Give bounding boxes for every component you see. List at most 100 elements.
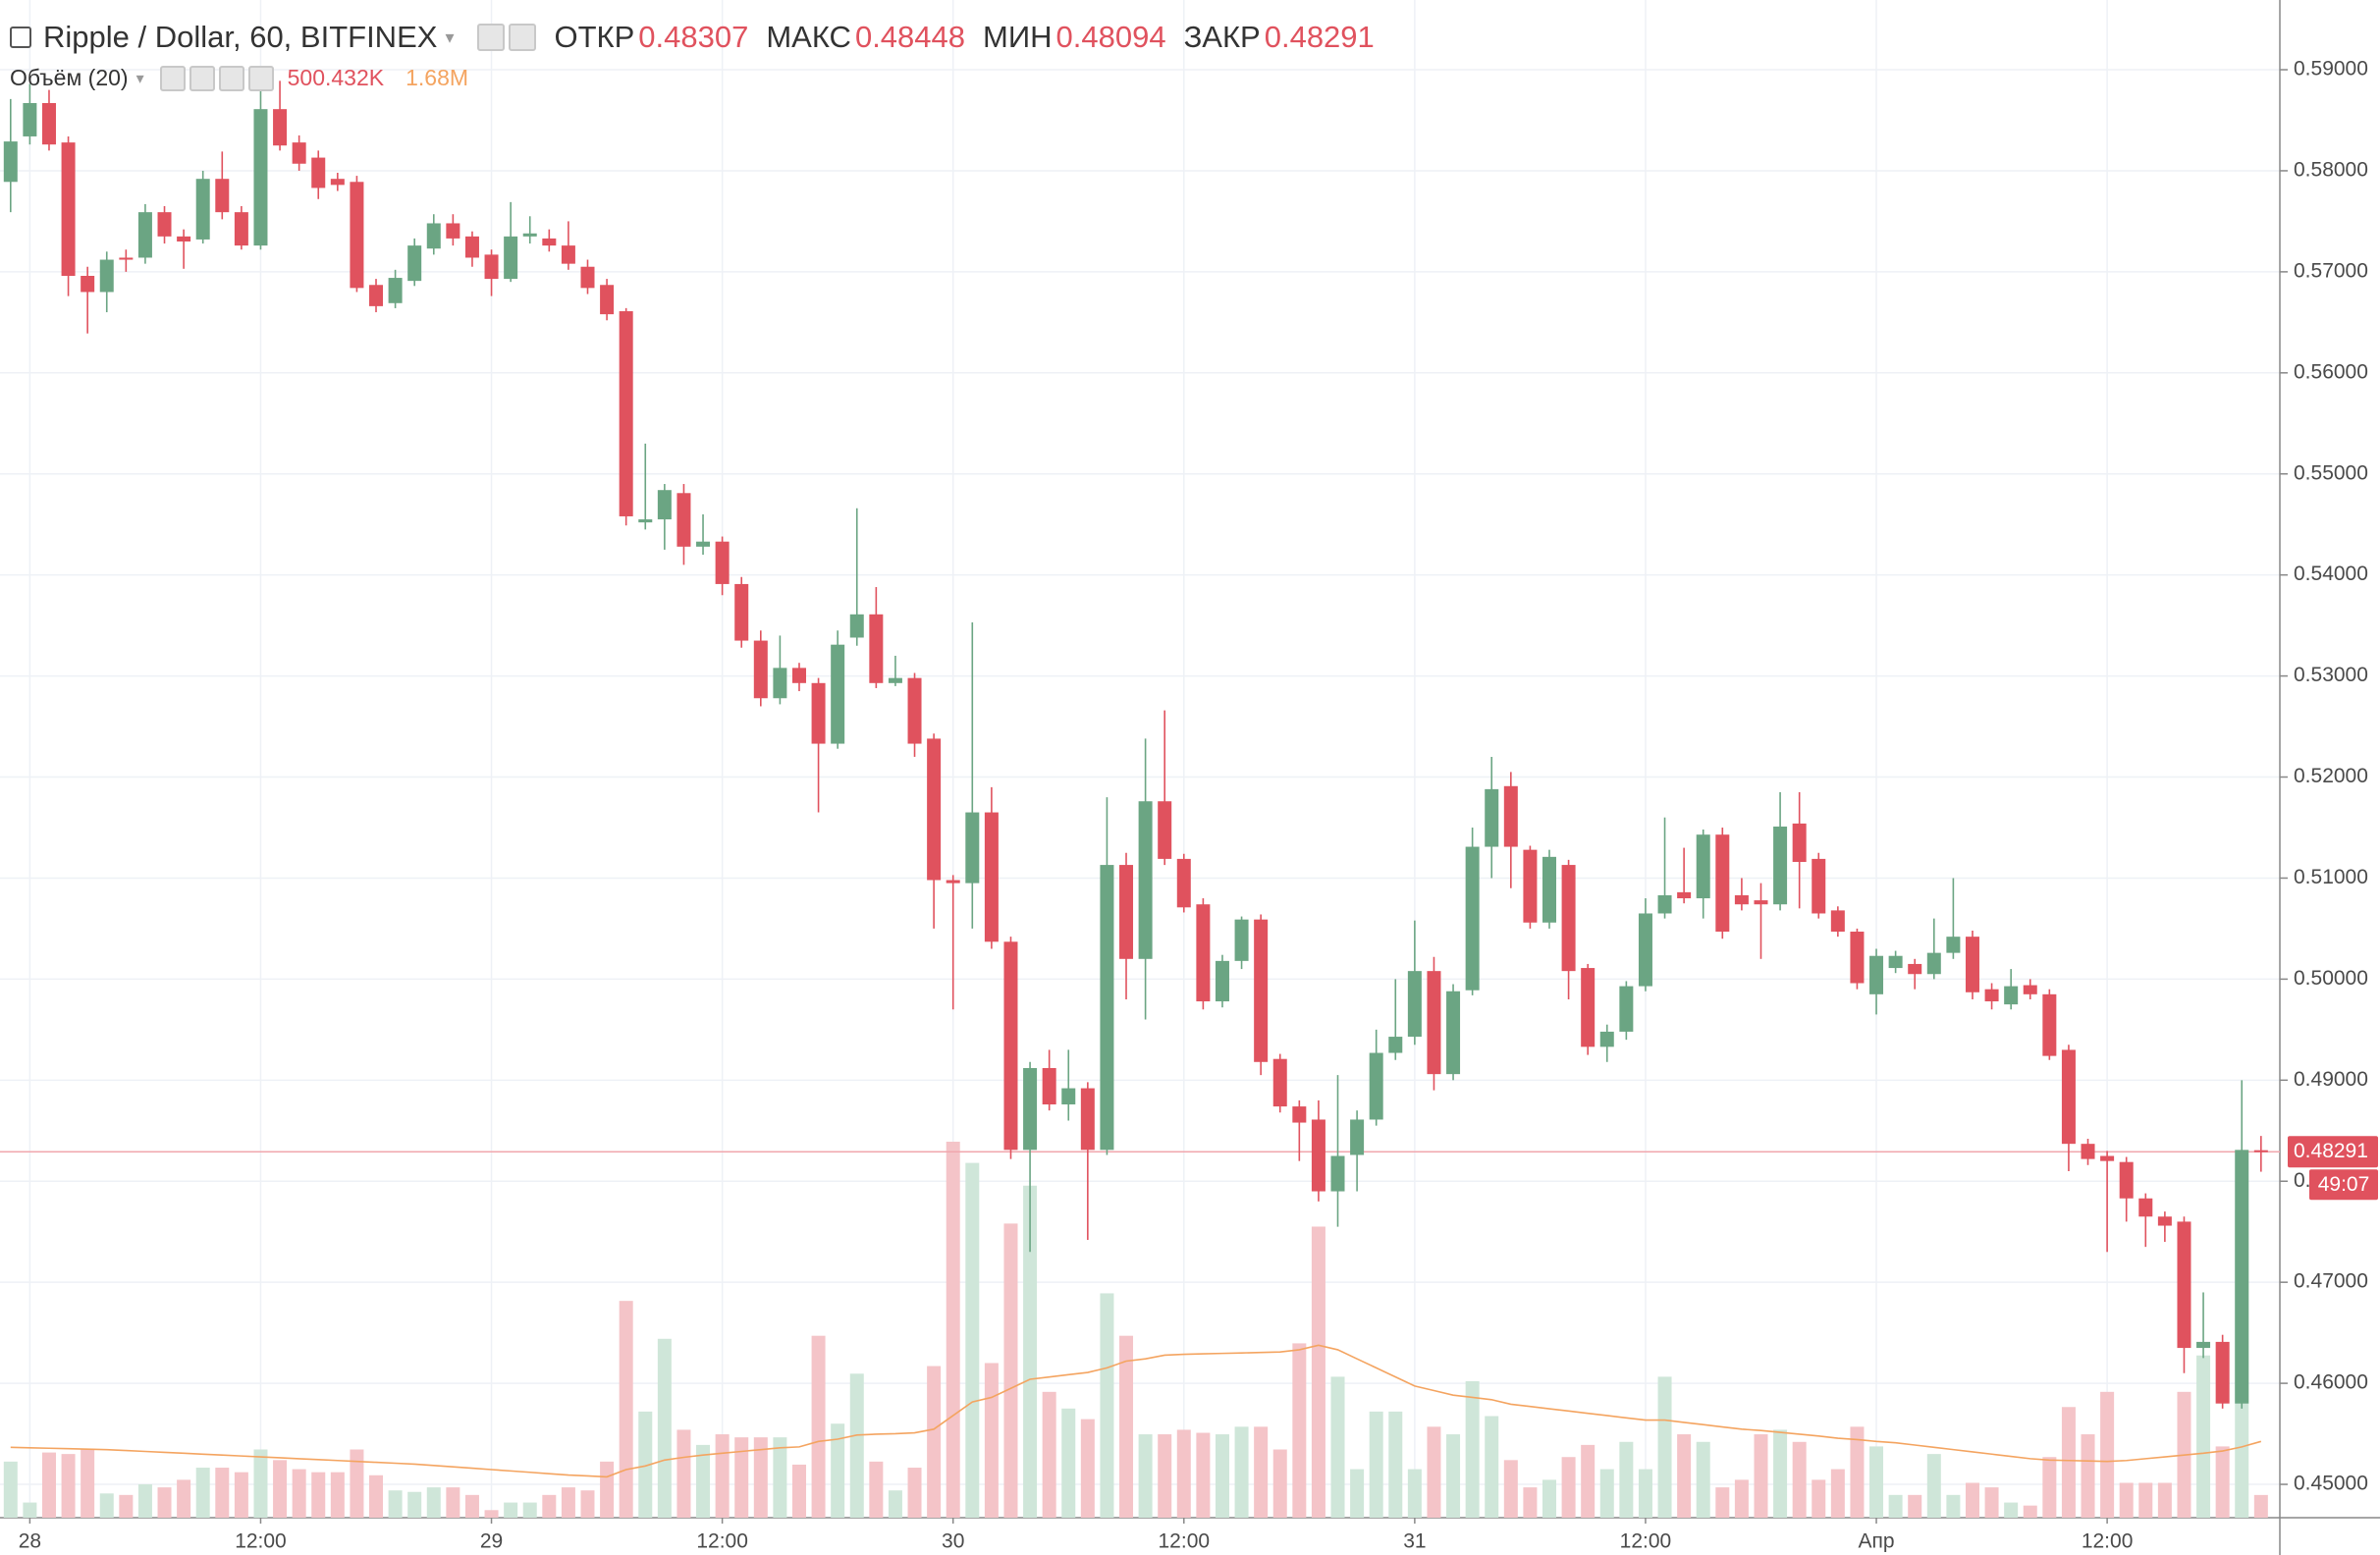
candle-body xyxy=(1965,937,1979,992)
x-tick-label: 12:00 xyxy=(696,1530,748,1553)
candle-body xyxy=(2004,986,2019,1005)
settings-icon[interactable] xyxy=(189,65,215,91)
volume-bar xyxy=(23,1502,37,1518)
candle-body xyxy=(849,614,864,638)
volume-bar xyxy=(446,1487,460,1518)
volume-bar xyxy=(831,1423,845,1518)
candle-body xyxy=(1926,952,1941,975)
volume-bar xyxy=(1830,1469,1845,1518)
volume-bar xyxy=(1350,1469,1365,1518)
candle-body xyxy=(1254,919,1269,1062)
volume-bar xyxy=(1254,1426,1269,1518)
x-tick-label: 12:00 xyxy=(235,1530,287,1553)
volume-bar xyxy=(676,1429,691,1518)
dropdown-caret[interactable]: ▾ xyxy=(135,70,144,87)
volume-bar xyxy=(2042,1457,2057,1518)
dropdown-caret[interactable]: ▾ xyxy=(445,27,455,47)
x-tick-label: 12:00 xyxy=(2082,1530,2134,1553)
volume-bar xyxy=(1311,1226,1325,1518)
volume-bar xyxy=(1926,1454,1941,1518)
open-label: ОТКР xyxy=(554,20,635,54)
candle-body xyxy=(215,179,230,213)
candle-body xyxy=(1677,891,1692,899)
volume-bar xyxy=(811,1335,826,1518)
volume-bar xyxy=(657,1338,672,1518)
header: Ripple / Dollar, 60, BITFINEX ▾ ОТКР 0.48… xyxy=(10,20,1375,55)
candle-body xyxy=(1485,788,1499,847)
candle-body xyxy=(1792,823,1807,862)
eye-icon[interactable] xyxy=(159,65,186,91)
volume-bar xyxy=(1080,1419,1095,1518)
candle-body xyxy=(773,668,787,699)
volume-bar xyxy=(292,1469,306,1518)
volume-bar xyxy=(1407,1469,1422,1518)
volume-bar xyxy=(1946,1494,1961,1518)
volume-bar xyxy=(888,1490,902,1518)
y-tick-label: 0.56000 xyxy=(2294,360,2368,383)
candle-body xyxy=(1773,826,1788,905)
volume-bar xyxy=(542,1494,557,1518)
candle-body xyxy=(1734,894,1749,905)
candle-body xyxy=(1369,1052,1383,1120)
countdown-label: 49:07 xyxy=(2318,1173,2370,1196)
settings-icon[interactable] xyxy=(509,24,537,51)
candle-body xyxy=(330,179,345,186)
y-tick-label: 0.54000 xyxy=(2294,563,2368,585)
candle-body xyxy=(1869,955,1884,994)
candle-body xyxy=(734,583,749,641)
candle-body xyxy=(1465,846,1480,991)
volume-bar xyxy=(619,1301,633,1518)
candle-body xyxy=(23,102,37,136)
x-tick-label: 30 xyxy=(942,1530,964,1553)
candle-body xyxy=(1272,1058,1287,1107)
candle-body xyxy=(388,278,403,303)
candle-body xyxy=(2215,1341,2230,1404)
volume-bar xyxy=(1696,1441,1710,1518)
y-tick-label: 0.57000 xyxy=(2294,259,2368,282)
candle-body xyxy=(907,677,922,744)
candle-body xyxy=(350,182,364,289)
candle-body xyxy=(464,236,479,258)
volume-bar xyxy=(41,1452,56,1518)
remove-icon[interactable] xyxy=(247,65,274,91)
add-icon[interactable] xyxy=(218,65,244,91)
collapse-icon[interactable] xyxy=(10,27,31,48)
volume-bar xyxy=(426,1487,441,1518)
y-tick-label: 0.46000 xyxy=(2294,1371,2368,1394)
candle-body xyxy=(407,245,422,282)
volume-bar xyxy=(2023,1505,2037,1518)
volume-bar xyxy=(407,1491,422,1518)
candle-body xyxy=(1427,971,1441,1075)
eye-icon[interactable] xyxy=(477,24,506,51)
candle-body xyxy=(137,212,152,258)
candle-body xyxy=(1446,991,1461,1075)
candle-body xyxy=(1311,1119,1325,1192)
volume-bar xyxy=(388,1490,403,1518)
volume-bar xyxy=(1965,1482,1979,1518)
candle-body xyxy=(1754,900,1768,905)
candle-body xyxy=(1561,865,1576,972)
volume-bar xyxy=(984,1363,999,1518)
candle-body xyxy=(2196,1341,2211,1349)
candle-body xyxy=(292,142,306,164)
candle-body xyxy=(2138,1198,2153,1217)
candle-body xyxy=(1176,858,1191,908)
volume-bar xyxy=(1850,1426,1865,1518)
candle-body xyxy=(41,102,56,145)
candle-body xyxy=(2042,993,2057,1056)
volume-bar xyxy=(907,1468,922,1518)
x-tick-label: 31 xyxy=(1403,1530,1426,1553)
candle-body xyxy=(1946,937,1961,953)
volume-bar xyxy=(696,1444,711,1518)
volume-bar xyxy=(2100,1391,2115,1518)
candle-body xyxy=(1696,834,1710,899)
volume-bar xyxy=(1619,1441,1634,1518)
volume-bar xyxy=(1485,1416,1499,1518)
y-tick-label: 0.49000 xyxy=(2294,1068,2368,1091)
candle-body xyxy=(177,236,191,242)
volume-bar xyxy=(1272,1449,1287,1518)
candle-body xyxy=(2061,1049,2076,1145)
candle-body xyxy=(1984,989,1999,1002)
low-value: 0.48094 xyxy=(1055,20,1166,54)
